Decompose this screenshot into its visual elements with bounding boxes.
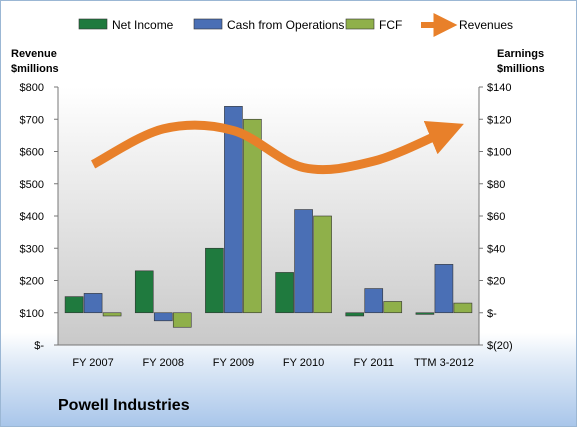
bar-cash-from-operations (294, 209, 313, 314)
x-tick-label: FY 2007 (72, 357, 113, 369)
bar-fcf (313, 215, 332, 314)
bar-net-income (275, 272, 294, 314)
left-tick-label: $700 (20, 114, 44, 126)
revenues-line (90, 120, 464, 175)
left-tick-label: $600 (20, 147, 44, 159)
right-axis-title: $millions (497, 63, 545, 75)
legend-label: Revenues (459, 18, 513, 32)
right-tick-label: $140 (487, 82, 511, 94)
right-axis-title: Earnings (497, 48, 544, 60)
bar-net-income (205, 247, 224, 314)
right-tick-label: $100 (487, 147, 511, 159)
bar-net-income (64, 296, 84, 314)
legend-label: Cash from Operations (227, 18, 344, 32)
x-tick-label: FY 2009 (213, 357, 254, 369)
bar-net-income (345, 312, 365, 317)
bar-net-income (415, 312, 435, 315)
bar-cash-from-operations (434, 264, 454, 314)
left-axis-title: Revenue (11, 48, 57, 60)
left-axis-title: $millions (11, 63, 59, 75)
bar-fcf (102, 312, 122, 317)
left-tick-label: $- (34, 340, 44, 352)
x-tick-label: TTM 3-2012 (414, 357, 474, 369)
bar-fcf (243, 118, 262, 314)
right-tick-label: $20 (487, 276, 505, 288)
plot-area (58, 87, 479, 345)
right-tick-label: $40 (487, 243, 505, 255)
left-tick-label: $800 (20, 82, 44, 94)
right-tick-label: $- (487, 308, 497, 320)
right-tick-label: $80 (487, 179, 505, 191)
legend-swatch-net-income (78, 18, 108, 30)
right-tick-label: $120 (487, 114, 511, 126)
bar-cash-from-operations (364, 288, 384, 314)
bar-cash-from-operations (224, 106, 243, 314)
right-tick-label: $(20) (487, 340, 513, 352)
left-tick-label: $300 (20, 243, 44, 255)
left-tick-label: $400 (20, 211, 44, 223)
left-tick-label: $100 (20, 308, 44, 320)
x-tick-label: FY 2011 (353, 357, 394, 369)
company-name: Powell Industries (58, 397, 190, 414)
legend-label: Net Income (112, 18, 174, 32)
bar-cash-from-operations (83, 293, 103, 314)
bar-fcf (172, 312, 192, 328)
legend-swatch-cash-from-operations (193, 18, 223, 30)
bar-net-income (134, 270, 154, 314)
left-tick-label: $500 (20, 179, 44, 191)
left-tick-label: $200 (20, 276, 44, 288)
bar-fcf (453, 302, 473, 314)
x-tick-label: FY 2008 (143, 357, 184, 369)
legend-swatch-fcf (345, 18, 375, 30)
right-tick-label: $60 (487, 211, 505, 223)
x-tick-label: FY 2010 (283, 357, 324, 369)
bar-cash-from-operations (153, 312, 173, 322)
bar-fcf (383, 301, 403, 314)
legend-label: FCF (379, 18, 402, 32)
